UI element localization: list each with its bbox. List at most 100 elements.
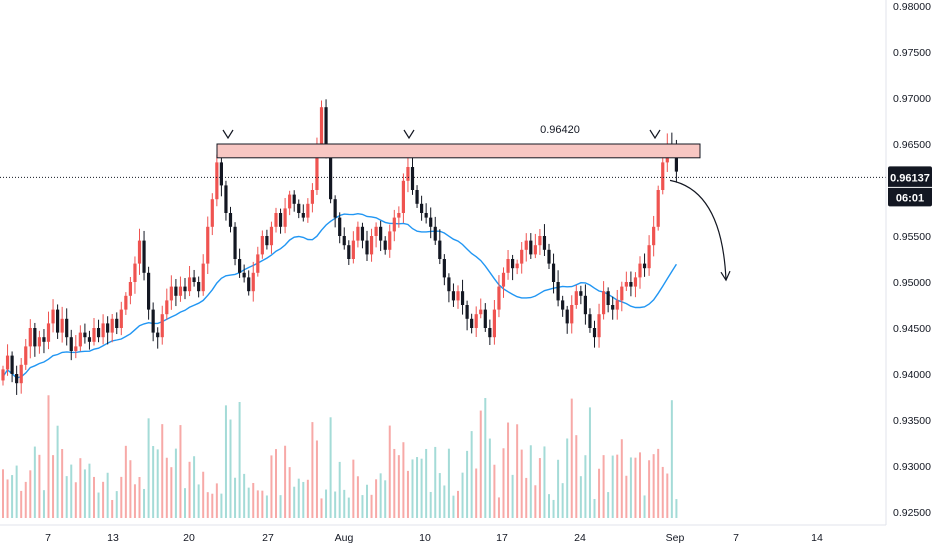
candle-body[interactable] — [397, 213, 401, 218]
candle-body[interactable] — [442, 259, 446, 278]
candle-body[interactable] — [415, 190, 419, 204]
candle-body[interactable] — [156, 332, 160, 338]
candle-body[interactable] — [656, 190, 660, 227]
candle-body[interactable] — [101, 323, 105, 338]
candle-body[interactable] — [219, 162, 223, 186]
candle-body[interactable] — [615, 300, 619, 310]
candle-body[interactable] — [292, 194, 296, 204]
candle-body[interactable] — [356, 226, 360, 241]
candle-body[interactable] — [483, 309, 487, 328]
candle-body[interactable] — [515, 263, 519, 269]
candle-body[interactable] — [401, 180, 405, 213]
candle-body[interactable] — [124, 295, 128, 310]
candle-body[interactable] — [424, 213, 428, 218]
candle-body[interactable] — [265, 236, 269, 246]
candle-body[interactable] — [115, 318, 119, 328]
candle-body[interactable] — [278, 213, 283, 227]
candle-body[interactable] — [256, 254, 260, 273]
candle-body[interactable] — [178, 286, 183, 296]
candle-body[interactable] — [410, 167, 415, 190]
candle-body[interactable] — [87, 337, 92, 342]
candle-body[interactable] — [606, 291, 610, 305]
candle-body[interactable] — [570, 305, 574, 324]
candle-body[interactable] — [574, 291, 578, 305]
candle-body[interactable] — [92, 328, 96, 342]
candle-body[interactable] — [228, 213, 233, 227]
candle-body[interactable] — [24, 346, 28, 365]
candle-body[interactable] — [420, 203, 424, 213]
candle-body[interactable] — [451, 291, 456, 301]
candle-body[interactable] — [429, 217, 433, 227]
candle-body[interactable] — [187, 277, 192, 292]
resistance-zone[interactable] — [216, 143, 701, 159]
candle-body[interactable] — [306, 203, 310, 218]
candle-body[interactable] — [169, 286, 173, 301]
candle-body[interactable] — [479, 309, 483, 315]
candle-body[interactable] — [620, 286, 624, 301]
candle-body[interactable] — [315, 144, 319, 190]
candle-body[interactable] — [269, 226, 274, 246]
candle-body[interactable] — [338, 217, 342, 236]
candle-body[interactable] — [383, 240, 387, 250]
candle-body[interactable] — [19, 364, 23, 384]
candle-body[interactable] — [165, 300, 169, 315]
candle-body[interactable] — [374, 226, 378, 236]
candle-body[interactable] — [128, 282, 132, 296]
candle-body[interactable] — [547, 249, 551, 264]
candle-body[interactable] — [465, 305, 469, 319]
candle-body[interactable] — [629, 282, 633, 287]
candle-body[interactable] — [137, 240, 142, 264]
candle-body[interactable] — [15, 374, 19, 384]
candle-body[interactable] — [51, 309, 55, 324]
candle-body[interactable] — [561, 300, 565, 310]
candle-body[interactable] — [406, 167, 410, 181]
candle-body[interactable] — [251, 272, 255, 292]
candle-body[interactable] — [133, 263, 137, 282]
candle-body[interactable] — [151, 309, 155, 333]
candle-body[interactable] — [69, 337, 73, 351]
candle-body[interactable] — [242, 272, 246, 278]
candle-body[interactable] — [319, 107, 324, 144]
candle-body[interactable] — [106, 323, 110, 333]
candle-body[interactable] — [588, 314, 592, 328]
candle-body[interactable] — [96, 328, 101, 338]
candle-body[interactable] — [215, 162, 219, 200]
candle-body[interactable] — [28, 328, 32, 347]
candle-body[interactable] — [638, 263, 642, 278]
candle-body[interactable] — [497, 286, 501, 310]
candle-body[interactable] — [33, 328, 37, 347]
candle-body[interactable] — [5, 355, 10, 370]
candle-body[interactable] — [533, 245, 537, 255]
candle-body[interactable] — [247, 277, 251, 292]
candle-body[interactable] — [583, 295, 587, 315]
time-axis[interactable]: 7 13 20 27 Aug 10 17 24 Sep 7 14 — [0, 524, 886, 544]
candle-body[interactable] — [501, 272, 506, 287]
candle-body[interactable] — [511, 259, 515, 269]
candle-body[interactable] — [78, 332, 82, 347]
candle-body[interactable] — [233, 226, 237, 259]
candle-body[interactable] — [333, 199, 337, 218]
candle-body[interactable] — [183, 286, 187, 292]
candle-body[interactable] — [433, 226, 437, 241]
candle-body[interactable] — [474, 314, 478, 328]
candle-body[interactable] — [83, 332, 87, 338]
candle-body[interactable] — [174, 286, 178, 296]
candle-body[interactable] — [379, 226, 383, 241]
candle-body[interactable] — [488, 328, 492, 338]
candle-body[interactable] — [60, 318, 64, 333]
candle-body[interactable] — [360, 226, 365, 241]
candle-body[interactable] — [351, 240, 355, 259]
candle-body[interactable] — [647, 245, 651, 269]
candle-body[interactable] — [301, 213, 305, 218]
candle-body[interactable] — [661, 162, 665, 190]
candle-body[interactable] — [147, 272, 151, 310]
candle-body[interactable] — [274, 213, 278, 227]
candle-body[interactable] — [310, 190, 314, 204]
candle-body[interactable] — [597, 314, 601, 338]
candle-body[interactable] — [1, 369, 5, 381]
candle-body[interactable] — [652, 226, 656, 246]
candle-body[interactable] — [297, 203, 301, 213]
candle-body[interactable] — [283, 208, 287, 227]
candle-body[interactable] — [642, 263, 647, 269]
